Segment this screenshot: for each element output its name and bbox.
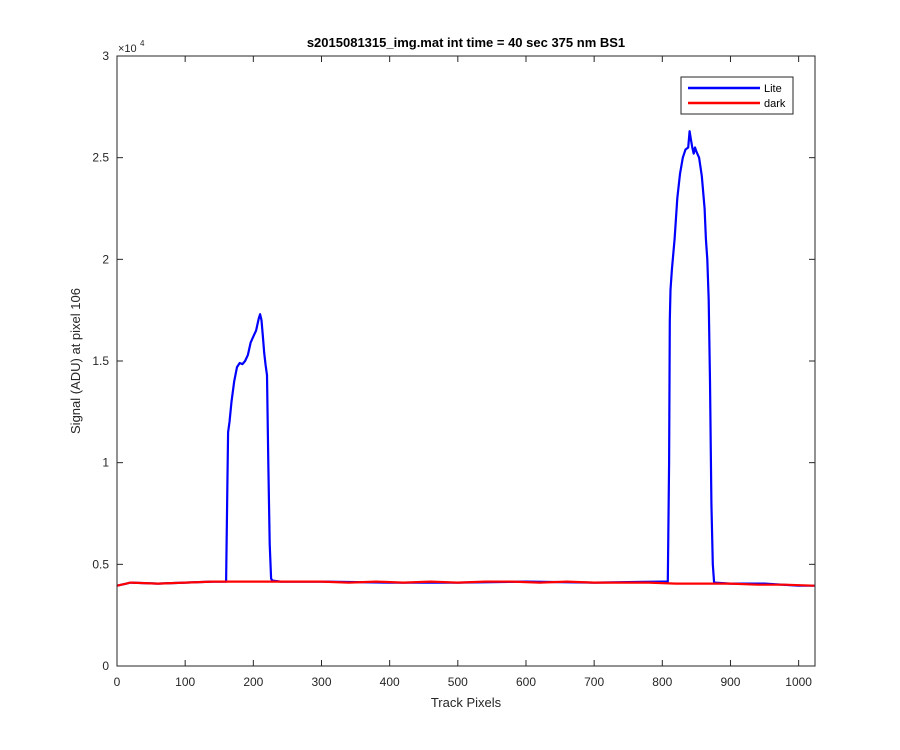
x-tick-label: 1000 [785, 675, 812, 689]
x-tick-label: 600 [516, 675, 536, 689]
y-axis-label: Signal (ADU) at pixel 106 [68, 288, 83, 434]
y-tick-label: 3 [102, 49, 109, 63]
y-axis: 0 0.5 1 1.5 2 2.5 3 [92, 49, 815, 673]
y-tick-label: 2.5 [92, 151, 109, 165]
y-exponent-base: ×10 [118, 43, 137, 55]
x-axis-label: Track Pixels [431, 695, 502, 710]
series-line-dark [116, 580, 815, 587]
y-tick-label: 1.5 [92, 354, 109, 368]
y-tick-label: 0.5 [92, 557, 109, 571]
x-tick-label: 500 [448, 675, 468, 689]
chart-title: s2015081315_img.mat int time = 40 sec 37… [307, 35, 625, 50]
x-tick-label: 300 [311, 675, 331, 689]
y-tick-label: 2 [102, 252, 109, 266]
legend-box [680, 76, 794, 115]
x-tick-label: 100 [175, 675, 195, 689]
x-axis: 0 100 200 300 400 500 600 700 800 900 1000 [114, 56, 812, 689]
y-tick-label: 0 [102, 659, 109, 673]
x-tick-label: 0 [114, 675, 121, 689]
x-tick-label: 400 [380, 675, 400, 689]
x-tick-label: 200 [243, 675, 263, 689]
legend: Lite dark [680, 76, 794, 115]
series-layer [116, 130, 815, 587]
legend-label-dark: dark [764, 98, 786, 110]
y-tick-label: 1 [102, 456, 109, 470]
y-exponent-power: 4 [140, 39, 145, 48]
legend-label-lite: Lite [764, 83, 782, 95]
x-tick-label: 700 [584, 675, 604, 689]
x-tick-label: 800 [652, 675, 672, 689]
x-tick-label: 900 [720, 675, 740, 689]
